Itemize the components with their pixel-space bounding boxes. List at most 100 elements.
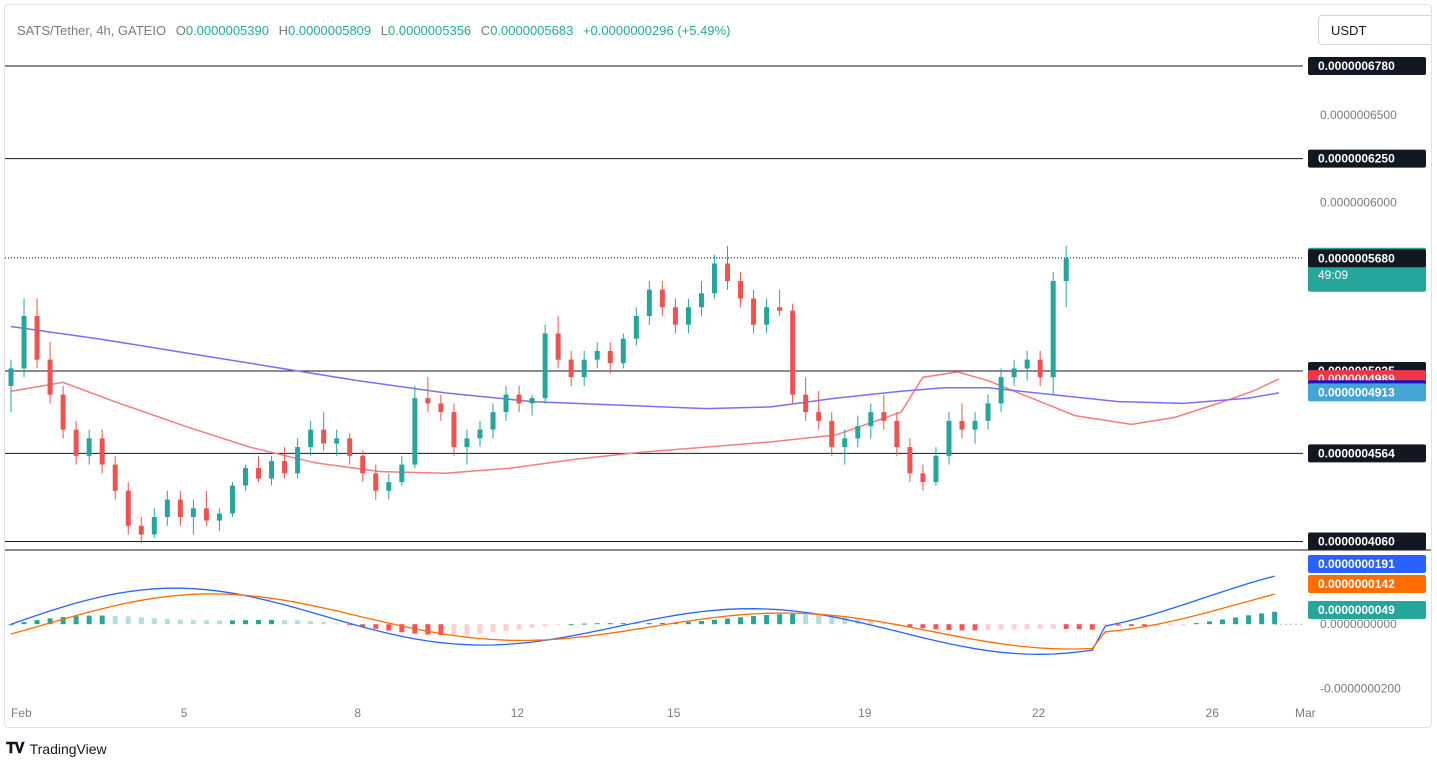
low-key: L bbox=[380, 23, 389, 38]
candle-body-53 bbox=[698, 293, 704, 308]
macd-hist-bar-16 bbox=[216, 620, 222, 625]
ohlc-legend: SATS/Tether, 4h, GATEIO O0.0000005390 H0… bbox=[17, 23, 730, 38]
macd-hist-bar-21 bbox=[282, 619, 288, 625]
candle-body-9 bbox=[125, 490, 131, 526]
macd-hist-bar-3 bbox=[47, 618, 53, 625]
macd-hist-bar-29 bbox=[386, 624, 392, 631]
candle-body-44 bbox=[581, 359, 587, 378]
candle-body-27 bbox=[360, 455, 366, 474]
x-tick-4: 15 bbox=[667, 706, 681, 720]
tradingview-footer[interactable]: 𝐓𝐕 TradingView bbox=[6, 740, 107, 757]
candle-body-3 bbox=[47, 359, 53, 395]
macd-hist-bar-63 bbox=[829, 615, 835, 625]
macd-y-tick-1: -0.0000000200 bbox=[1320, 682, 1401, 696]
macd-hist-bar-17 bbox=[229, 620, 235, 625]
candle-body-75 bbox=[985, 403, 991, 421]
macd-hist-bar-25 bbox=[334, 623, 340, 625]
macd-hist-bar-12 bbox=[164, 618, 170, 625]
macd-hist-bar-60 bbox=[790, 613, 796, 625]
candle-body-14 bbox=[190, 508, 196, 518]
macd-hist-bar-42 bbox=[555, 624, 561, 626]
macd-hist-bar-27 bbox=[360, 624, 366, 627]
macd-hist-bar-39 bbox=[516, 624, 522, 630]
macd-hist-bar-4 bbox=[60, 617, 66, 625]
macd-hist-bar-10 bbox=[138, 617, 144, 625]
ma-line-0 bbox=[10, 371, 1280, 475]
candle-body-34 bbox=[451, 412, 457, 448]
ma-line-1 bbox=[10, 325, 1280, 410]
change-value: +0.0000000296 (+5.49%) bbox=[582, 23, 731, 38]
macd-hist-bar-90 bbox=[1180, 624, 1186, 626]
candle-body-61 bbox=[803, 394, 809, 413]
macd-hist-bar-23 bbox=[308, 620, 314, 625]
close-value: 0.0000005683 bbox=[490, 23, 574, 38]
currency-unit-button[interactable]: USDT bbox=[1318, 15, 1431, 45]
x-tick-1: 5 bbox=[181, 706, 188, 720]
macd-hist-bar-2 bbox=[34, 620, 40, 625]
candle-body-58 bbox=[764, 307, 770, 325]
candle-body-15 bbox=[203, 508, 209, 521]
macd-hist-bar-77 bbox=[1011, 624, 1017, 630]
price-tag-4 bbox=[1308, 383, 1426, 402]
macd-hist-bar-88 bbox=[1154, 624, 1160, 626]
macd-hist-bar-86 bbox=[1128, 624, 1134, 627]
candle-body-76 bbox=[998, 377, 1004, 404]
macd-hist-bar-84 bbox=[1102, 624, 1108, 626]
macd-hist-bar-40 bbox=[529, 624, 535, 628]
price-tag-text-1: 0.0000005680 bbox=[1318, 251, 1395, 265]
candle-body-38 bbox=[503, 394, 509, 413]
candle-body-78 bbox=[1024, 359, 1030, 369]
macd-hist-bar-80 bbox=[1050, 624, 1056, 629]
candle-body-80 bbox=[1050, 281, 1056, 378]
candle-body-36 bbox=[477, 429, 483, 439]
macd-hist-bar-43 bbox=[568, 624, 574, 626]
x-tick-5: 19 bbox=[858, 706, 872, 720]
macd-hist-bar-92 bbox=[1207, 621, 1213, 625]
macd-tag-1 bbox=[1308, 575, 1426, 593]
candle-body-23 bbox=[308, 429, 314, 448]
macd-hist-bar-56 bbox=[738, 617, 744, 625]
macd-hist-bar-62 bbox=[816, 614, 822, 625]
macd-hist-bar-15 bbox=[203, 620, 209, 625]
y-tick-0: 0.0000006500 bbox=[1320, 108, 1397, 122]
candle-body-28 bbox=[373, 473, 379, 491]
candle-body-8 bbox=[112, 464, 118, 491]
candle-body-2 bbox=[34, 315, 40, 360]
macd-tag-0 bbox=[1308, 555, 1426, 573]
level-tag-1 bbox=[1308, 149, 1426, 168]
macd-hist-bar-70 bbox=[920, 624, 926, 629]
chart-canvas[interactable]: 0.00000067800.00000062500.00000050350.00… bbox=[5, 5, 1432, 728]
macd-hist-bar-67 bbox=[881, 623, 887, 625]
macd-hist-bar-49 bbox=[646, 623, 652, 625]
macd-hist-bar-8 bbox=[112, 615, 118, 625]
price-tag-1 bbox=[1308, 249, 1426, 268]
macd-hist-bar-24 bbox=[321, 622, 327, 625]
macd-hist-bar-5 bbox=[73, 616, 79, 625]
macd-hist-bar-35 bbox=[464, 624, 470, 635]
candle-body-59 bbox=[777, 307, 783, 311]
macd-hist-bar-87 bbox=[1141, 624, 1147, 627]
macd-hist-bar-41 bbox=[542, 624, 548, 627]
open-key: O bbox=[175, 23, 186, 38]
candle-body-21 bbox=[282, 461, 288, 474]
candle-body-4 bbox=[60, 394, 66, 430]
level-tag-0 bbox=[1308, 56, 1426, 75]
candle-body-35 bbox=[464, 438, 470, 448]
macd-hist-bar-36 bbox=[477, 624, 483, 634]
candle-body-6 bbox=[86, 438, 92, 456]
candle-body-12 bbox=[164, 499, 170, 518]
candle-body-20 bbox=[269, 461, 275, 479]
macd-hist-bar-93 bbox=[1220, 619, 1226, 625]
level-tag-text-0: 0.0000006780 bbox=[1318, 59, 1395, 73]
macd-hist-bar-38 bbox=[503, 624, 509, 631]
macd-hist-bar-54 bbox=[711, 619, 717, 625]
candle-body-68 bbox=[894, 420, 900, 448]
candle-body-62 bbox=[816, 412, 822, 421]
level-tag-3 bbox=[1308, 444, 1426, 463]
macd-hist-bar-59 bbox=[777, 614, 783, 625]
candle-body-5 bbox=[73, 429, 79, 456]
candle-body-18 bbox=[242, 468, 248, 486]
macd-hist-bar-1 bbox=[21, 622, 27, 625]
low-value: 0.0000005356 bbox=[388, 23, 472, 38]
candle-body-7 bbox=[99, 438, 105, 465]
